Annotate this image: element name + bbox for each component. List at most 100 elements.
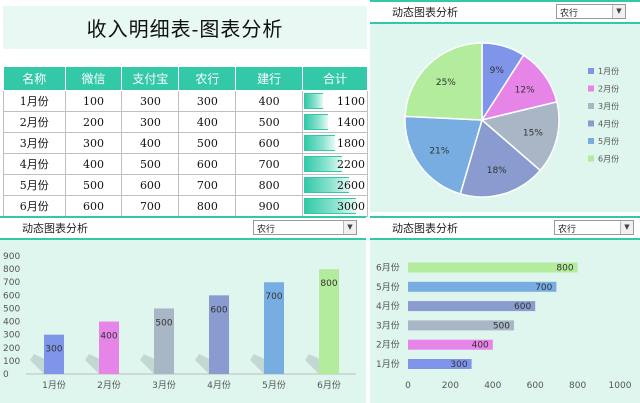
- hbar: [408, 281, 557, 292]
- pie-bank-dropdown[interactable]: 农行 ▼: [556, 4, 626, 19]
- x-tick-label: 4月份: [207, 379, 231, 391]
- x-tick-label: 400: [484, 381, 501, 391]
- total-data-bar: [303, 135, 336, 151]
- column-data-label: 300: [45, 345, 62, 355]
- table-cell-alipay[interactable]: 400: [121, 132, 180, 154]
- chevron-down-icon[interactable]: ▼: [612, 5, 625, 18]
- pie-slice: [404, 42, 483, 121]
- table-cell-name[interactable]: 3月份: [3, 132, 66, 154]
- bar-bank-dropdown[interactable]: 农行 ▼: [554, 220, 634, 235]
- table-cell-name[interactable]: 6月份: [3, 195, 66, 217]
- table-cell-name[interactable]: 4月份: [3, 153, 66, 175]
- y-tick-label: 6月份: [376, 262, 400, 274]
- table-cell-wechat[interactable]: 300: [64, 132, 123, 154]
- hbar-data-label: 500: [493, 321, 510, 331]
- x-tick-label: 2月份: [97, 379, 121, 391]
- y-tick-label: 1月份: [376, 358, 400, 370]
- pie-slice: [404, 115, 483, 195]
- table-cell-total[interactable]: 1100: [301, 90, 369, 112]
- y-tick-label: 4月份: [376, 300, 400, 312]
- chevron-down-icon[interactable]: ▼: [620, 221, 633, 234]
- table-row: 2月份 200 300 400 500 1400: [3, 111, 369, 133]
- table-cell-wechat[interactable]: 200: [64, 111, 123, 133]
- hbar: [408, 359, 472, 369]
- table-cell-ccb[interactable]: 800: [235, 174, 303, 196]
- y-tick-label: 200: [3, 344, 20, 354]
- column-bar: [99, 321, 119, 374]
- table-cell-alipay[interactable]: 500: [121, 153, 180, 175]
- x-tick-label: 0: [405, 381, 411, 391]
- hbar: [408, 339, 493, 350]
- table-cell-abc[interactable]: 400: [178, 111, 237, 133]
- y-tick-label: 0: [3, 370, 9, 380]
- legend-label: 1月份: [598, 66, 619, 76]
- table-cell-wechat[interactable]: 600: [64, 195, 123, 217]
- table-cell-total[interactable]: 2600: [301, 174, 369, 196]
- table-cell-alipay[interactable]: 300: [121, 111, 180, 133]
- column-bar: [264, 282, 284, 374]
- table-cell-ccb[interactable]: 900: [235, 195, 303, 217]
- table-cell-abc[interactable]: 800: [178, 195, 237, 217]
- y-tick-label: 600: [3, 291, 20, 301]
- y-tick-label: 5月份: [376, 281, 400, 293]
- table-row: 3月份 300 400 500 600 1800: [3, 132, 369, 154]
- table-cell-total[interactable]: 1400: [301, 111, 369, 133]
- table-cell-alipay[interactable]: 300: [121, 90, 180, 112]
- table-cell-name[interactable]: 5月份: [3, 174, 66, 196]
- total-value: 3000: [337, 199, 365, 213]
- title-banner: 收入明细表-图表分析: [3, 6, 367, 49]
- table-cell-wechat[interactable]: 400: [64, 153, 123, 175]
- table-cell-abc[interactable]: 700: [178, 174, 237, 196]
- total-data-bar: [303, 156, 343, 172]
- legend-label: 2月份: [598, 84, 619, 94]
- y-tick-label: 100: [3, 357, 20, 367]
- hbar-data-label: 700: [535, 283, 552, 293]
- table-cell-total[interactable]: 1800: [301, 132, 369, 154]
- column-dropdown-value: 农行: [257, 225, 276, 235]
- header-abc[interactable]: 农行: [178, 66, 237, 91]
- hbar-data-label: 800: [556, 264, 573, 274]
- header-ccb[interactable]: 建行: [235, 66, 303, 91]
- x-tick-label: 3月份: [152, 379, 176, 391]
- table-cell-ccb[interactable]: 500: [235, 111, 303, 133]
- bar-panel-title: 动态图表分析: [392, 222, 458, 235]
- chevron-down-icon[interactable]: ▼: [343, 221, 356, 234]
- table-cell-abc[interactable]: 500: [178, 132, 237, 154]
- column-bar: [209, 295, 229, 374]
- table-cell-wechat[interactable]: 100: [64, 90, 123, 112]
- total-data-bar: [303, 177, 350, 193]
- table-cell-name[interactable]: 2月份: [3, 111, 66, 133]
- legend-swatch: [588, 85, 594, 92]
- table-cell-name[interactable]: 1月份: [3, 90, 66, 112]
- header-wechat[interactable]: 微信: [64, 66, 123, 91]
- legend-swatch: [588, 155, 594, 162]
- total-data-bar: [303, 93, 324, 109]
- column-bar: [44, 334, 64, 374]
- pie-data-label: 21%: [429, 146, 449, 156]
- legend-label: 3月份: [598, 101, 619, 111]
- table-cell-abc[interactable]: 300: [178, 90, 237, 112]
- table-cell-alipay[interactable]: 600: [121, 174, 180, 196]
- table-cell-wechat[interactable]: 500: [64, 174, 123, 196]
- header-alipay[interactable]: 支付宝: [121, 66, 180, 91]
- y-tick-label: 400: [3, 318, 20, 328]
- column-bank-dropdown[interactable]: 农行 ▼: [253, 220, 357, 235]
- y-tick-label: 900: [3, 252, 20, 262]
- header-name[interactable]: 名称: [3, 66, 66, 91]
- hbar: [408, 262, 578, 273]
- table-cell-abc[interactable]: 600: [178, 153, 237, 175]
- header-total[interactable]: 合计: [301, 66, 369, 91]
- table-cell-total[interactable]: 2200: [301, 153, 369, 175]
- table-cell-ccb[interactable]: 400: [235, 90, 303, 112]
- x-tick-label: 200: [442, 381, 459, 391]
- column-data-label: 800: [320, 279, 337, 289]
- column-panel-title: 动态图表分析: [22, 222, 88, 235]
- table-cell-ccb[interactable]: 700: [235, 153, 303, 175]
- pie-panel-title: 动态图表分析: [392, 6, 458, 19]
- table-cell-ccb[interactable]: 600: [235, 132, 303, 154]
- total-value: 2200: [337, 157, 365, 171]
- table-cell-total[interactable]: 3000: [301, 195, 369, 217]
- table-cell-alipay[interactable]: 700: [121, 195, 180, 217]
- total-data-bar: [303, 114, 329, 130]
